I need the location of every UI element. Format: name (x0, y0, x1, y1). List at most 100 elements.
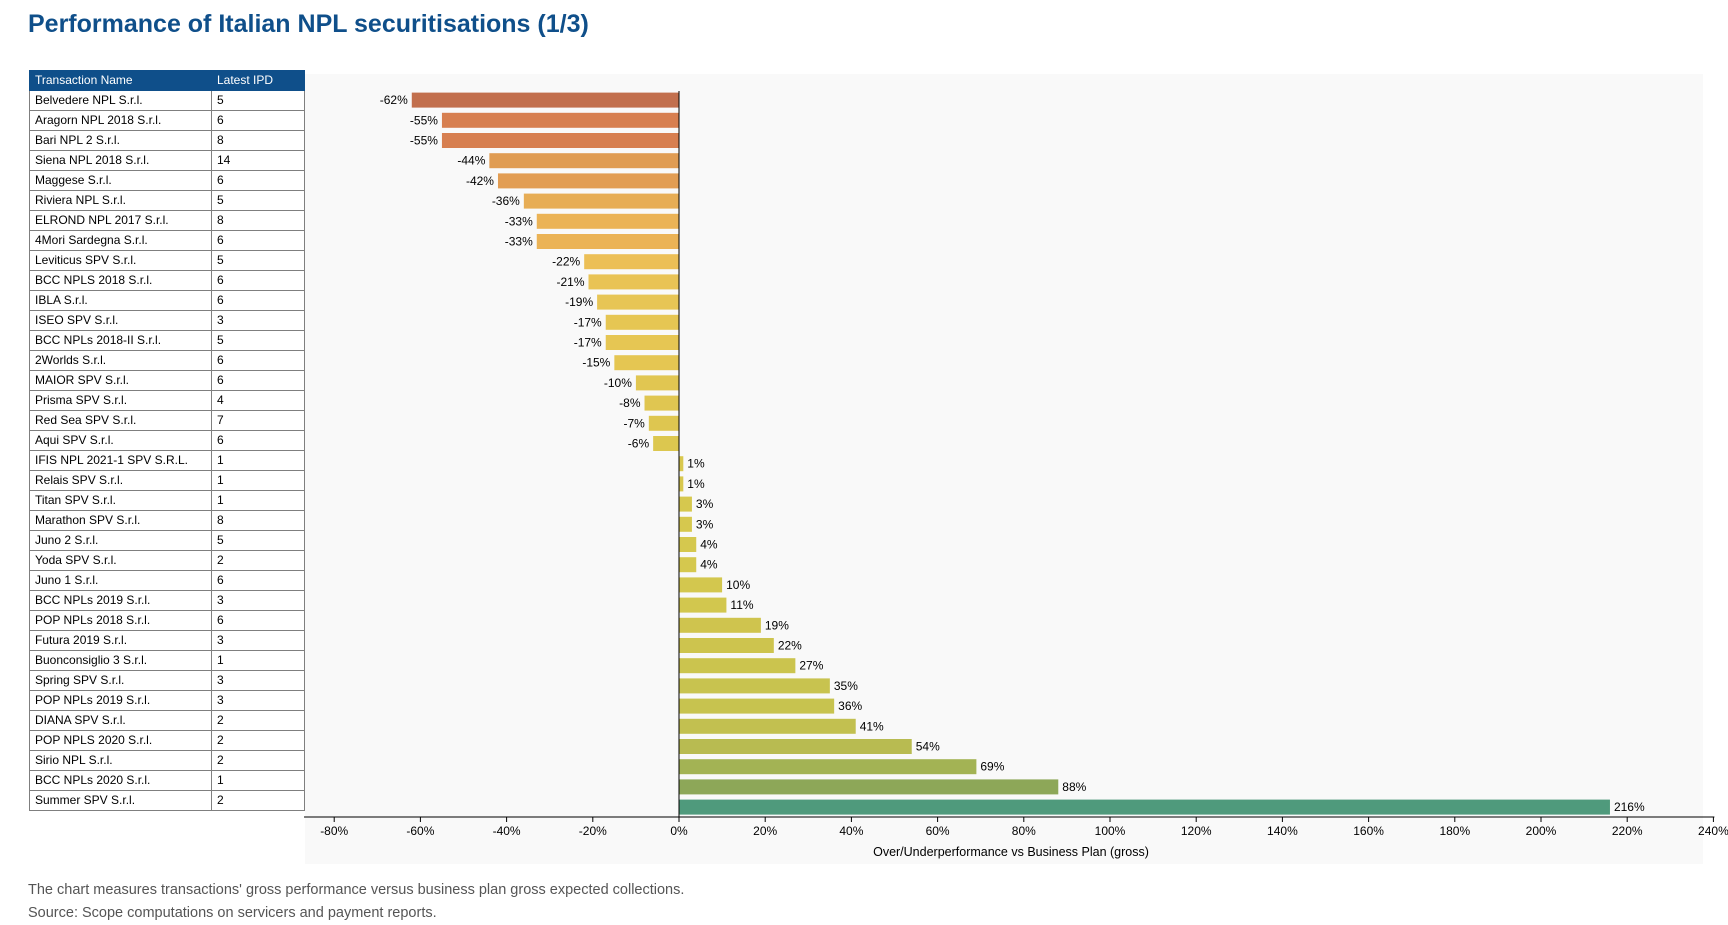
bar (679, 456, 684, 472)
x-tick-label: -40% (493, 824, 521, 838)
bar-data-label: 88% (1062, 780, 1086, 794)
latest-ipd-cell: 3 (211, 630, 305, 651)
bar-data-label: -17% (574, 315, 602, 329)
latest-ipd-cell: 14 (211, 150, 305, 171)
latest-ipd-cell: 8 (211, 210, 305, 231)
bar-data-label: -36% (492, 194, 520, 208)
latest-ipd-cell: 1 (211, 450, 305, 471)
header-latest-ipd: Latest IPD (211, 70, 305, 91)
latest-ipd-cell: 5 (211, 90, 305, 111)
table-row: BCC NPLs 2018-II S.r.l. 5 (29, 330, 305, 351)
x-tick-label: 160% (1353, 824, 1384, 838)
latest-ipd-cell: 6 (211, 570, 305, 591)
latest-ipd-cell: 2 (211, 550, 305, 571)
transaction-name-cell: Belvedere NPL S.r.l. (29, 90, 212, 111)
bar-data-label: -44% (457, 154, 485, 168)
bar (635, 375, 679, 391)
bar-data-label: 41% (860, 719, 884, 733)
table-row: 4Mori Sardegna S.r.l. 6 (29, 230, 305, 251)
bar-data-label: -15% (582, 356, 610, 370)
table-row: Bari NPL 2 S.r.l. 8 (29, 130, 305, 151)
transaction-name-cell: DIANA SPV S.r.l. (29, 710, 212, 731)
table-row: BCC NPLS 2018 S.r.l. 6 (29, 270, 305, 291)
table-row: 2Worlds S.r.l. 6 (29, 350, 305, 371)
transaction-name-cell: Riviera NPL S.r.l. (29, 190, 212, 211)
transaction-name-cell: BCC NPLS 2018 S.r.l. (29, 270, 212, 291)
table-row: Siena NPL 2018 S.r.l. 14 (29, 150, 305, 171)
latest-ipd-cell: 3 (211, 670, 305, 691)
bar-data-label: 4% (700, 558, 718, 572)
bar (644, 395, 679, 411)
bar-data-label: -19% (565, 295, 593, 309)
transaction-name-cell: Yoda SPV S.r.l. (29, 550, 212, 571)
footnotes: The chart measures transactions' gross p… (28, 879, 684, 925)
bar (679, 537, 697, 552)
latest-ipd-cell: 1 (211, 770, 305, 791)
bar (648, 415, 679, 431)
latest-ipd-cell: 7 (211, 410, 305, 431)
transaction-name-cell: POP NPLs 2019 S.r.l. (29, 690, 212, 711)
bar-data-label: 54% (916, 740, 940, 754)
transaction-name-cell: POP NPLs 2018 S.r.l. (29, 610, 212, 631)
bar-data-label: 27% (799, 659, 823, 673)
bar-data-label: -17% (574, 336, 602, 350)
table-row: Summer SPV S.r.l. 2 (29, 790, 305, 811)
latest-ipd-cell: 3 (211, 690, 305, 711)
bar (584, 254, 679, 270)
x-tick-label: 100% (1095, 824, 1126, 838)
bar (679, 516, 692, 532)
bar-data-label: -10% (604, 376, 632, 390)
table-row: IFIS NPL 2021-1 SPV S.R.L. 1 (29, 450, 305, 471)
bar (679, 476, 684, 492)
bar (597, 294, 679, 310)
bar (679, 759, 977, 775)
bar (605, 314, 679, 330)
bar (679, 678, 830, 694)
bar-data-label: -21% (556, 275, 584, 289)
bar (679, 496, 692, 512)
bar-data-label: 216% (1614, 800, 1645, 814)
latest-ipd-cell: 6 (211, 170, 305, 191)
bar (679, 739, 912, 754)
bar (653, 436, 679, 451)
x-tick-label: -60% (406, 824, 434, 838)
transaction-name-cell: Siena NPL 2018 S.r.l. (29, 150, 212, 171)
table-header-row: Transaction Name Latest IPD (29, 70, 305, 91)
x-tick-label: 120% (1181, 824, 1212, 838)
table-row: BCC NPLs 2019 S.r.l. 3 (29, 590, 305, 611)
bar (679, 617, 761, 633)
latest-ipd-cell: 6 (211, 610, 305, 631)
table-row: Juno 2 S.r.l. 5 (29, 530, 305, 551)
latest-ipd-cell: 6 (211, 270, 305, 291)
x-tick-label: -20% (579, 824, 607, 838)
table-row: BCC NPLs 2020 S.r.l. 1 (29, 770, 305, 791)
latest-ipd-cell: 5 (211, 530, 305, 551)
table-row: Marathon SPV S.r.l. 8 (29, 510, 305, 531)
table-row: Spring SPV S.r.l. 3 (29, 670, 305, 691)
x-tick-label: 140% (1267, 824, 1298, 838)
x-tick-label: 20% (753, 824, 777, 838)
latest-ipd-cell: 1 (211, 470, 305, 491)
transaction-name-cell: 4Mori Sardegna S.r.l. (29, 230, 212, 251)
bar-data-label: 36% (838, 699, 862, 713)
bar-data-label: 1% (687, 477, 705, 491)
x-axis-label: Over/Underperformance vs Business Plan (… (873, 845, 1149, 859)
bar (536, 234, 679, 249)
bar (536, 213, 679, 229)
table-row: Prisma SPV S.r.l. 4 (29, 390, 305, 411)
bar-data-label: -33% (505, 235, 533, 249)
transaction-name-cell: Buonconsiglio 3 S.r.l. (29, 650, 212, 671)
transaction-name-cell: ELROND NPL 2017 S.r.l. (29, 210, 212, 231)
transaction-name-cell: Titan SPV S.r.l. (29, 490, 212, 511)
table-row: Juno 1 S.r.l. 6 (29, 570, 305, 591)
bar-data-label: -8% (619, 396, 641, 410)
latest-ipd-cell: 3 (211, 310, 305, 331)
x-tick-label: 80% (1012, 824, 1036, 838)
x-tick-label: 200% (1526, 824, 1557, 838)
x-tick-label: 60% (926, 824, 950, 838)
latest-ipd-cell: 6 (211, 350, 305, 371)
note-source: Source: Scope computations on servicers … (28, 905, 437, 921)
transaction-name-cell: POP NPLS 2020 S.r.l. (29, 730, 212, 751)
bar (679, 718, 856, 734)
